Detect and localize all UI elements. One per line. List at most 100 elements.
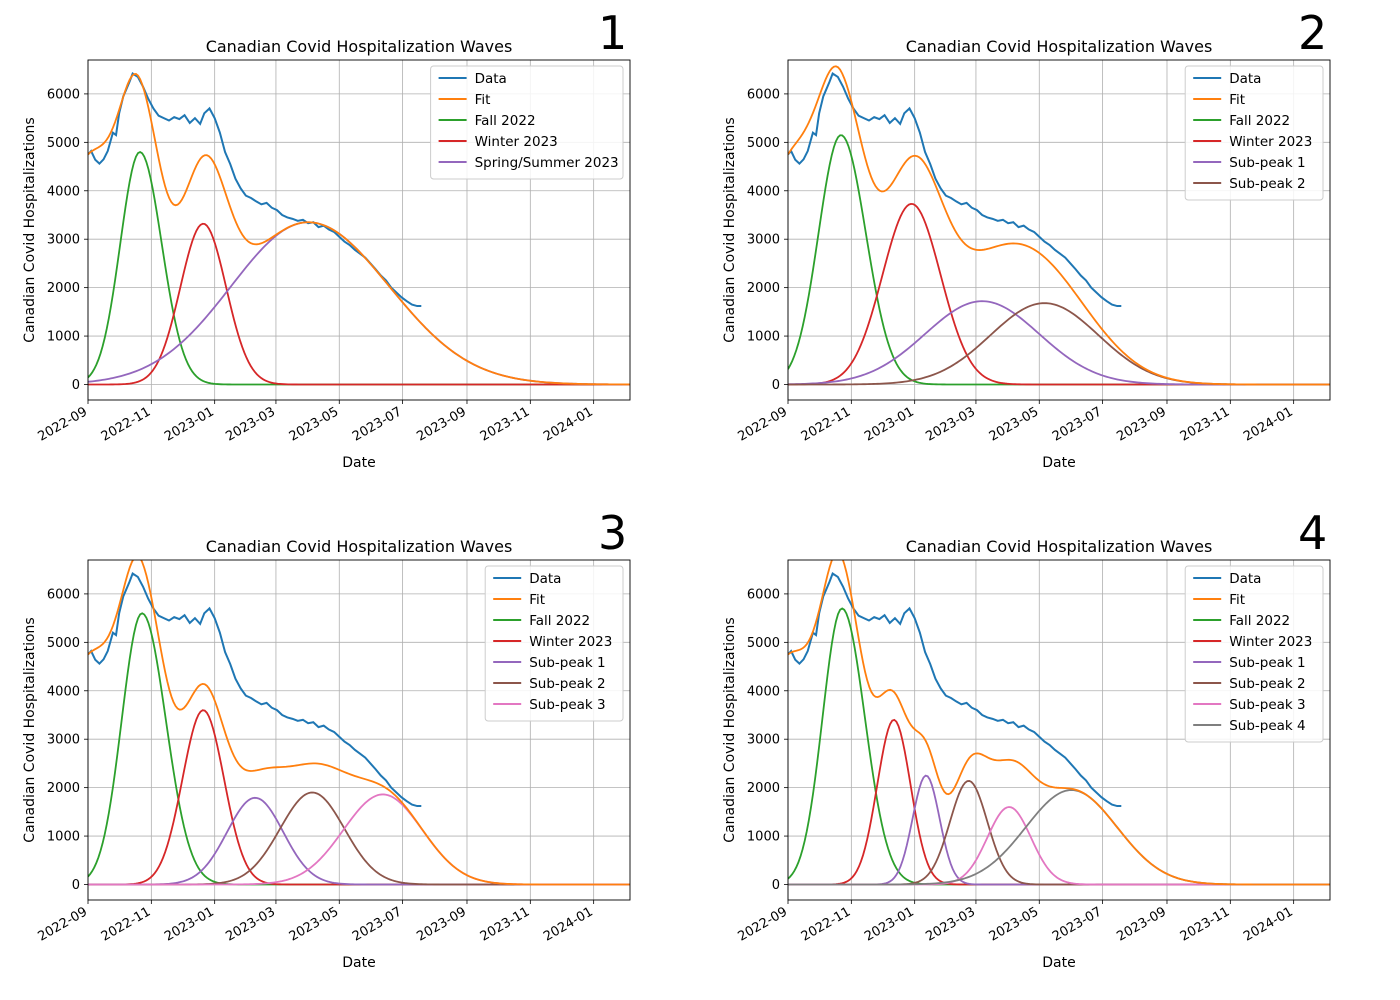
x-tick-label: 2022-11 (99, 904, 154, 944)
x-axis-label: Date (342, 955, 375, 971)
y-tick-label: 2000 (747, 781, 780, 796)
legend-label-fall-2022: Fall 2022 (529, 613, 590, 629)
x-tick-label: 2023-05 (987, 404, 1042, 444)
legend: Data Fit Fall 2022 Winter 2023 Sub-peak 1 Sub… (1184, 565, 1324, 743)
series-fit (88, 560, 630, 886)
series-group (788, 65, 1330, 386)
series-group (88, 72, 630, 386)
x-tick-label: 2023-11 (478, 404, 533, 444)
x-tick-label: 2022-09 (735, 904, 790, 944)
axes-frame (787, 59, 1331, 401)
series-fit (788, 560, 1330, 886)
x-axis-label: Date (342, 455, 375, 471)
chart-3-svg: 2022-09 2022-11 2023-01 2023-03 2023-05 2023-… (22, 537, 631, 971)
y-axis-label: Canadian Covid Hospitalizations (722, 617, 738, 842)
legend-label-fit: Fit (1229, 92, 1245, 108)
x-tick-label: 2024-01 (541, 404, 596, 444)
legend: Data Fit Fall 2022 Winter 2023 Spring/Summer… (430, 65, 624, 180)
y-tick-label: 2000 (747, 281, 780, 296)
y-tick-label: 2000 (47, 281, 80, 296)
series-data (788, 572, 1122, 808)
legend-box (1184, 565, 1324, 743)
legend-label-spring-summer-2023: Spring/Summer 2023 (475, 155, 619, 171)
legend: Data Fit Fall 2022 Winter 2023 Sub-peak 1 Sub… (1184, 65, 1324, 201)
chart-title: Canadian Covid Hospitalization Waves (206, 537, 513, 556)
x-tick-label: 2023-03 (923, 904, 978, 944)
y-tick-label: 3000 (747, 733, 780, 748)
y-axis-label: Canadian Covid Hospitalizations (722, 117, 738, 342)
chart-title: Canadian Covid Hospitalization Waves (906, 537, 1213, 556)
y-tick-label: 5000 (747, 136, 780, 151)
series-sub-peak-4 (788, 789, 1330, 886)
x-tick-label: 2024-01 (1241, 904, 1296, 944)
legend-label-sub-peak-1: Sub-peak 1 (1229, 655, 1305, 671)
legend-label-data: Data (1229, 571, 1261, 587)
y-tick-label: 6000 (747, 587, 780, 602)
legend-label-winter-2023: Winter 2023 (1229, 134, 1312, 150)
x-tick-label: 2024-01 (541, 904, 596, 944)
legend-label-sub-peak-1: Sub-peak 1 (529, 655, 605, 671)
x-tick-label: 2023-09 (1114, 404, 1169, 444)
series-winter-2023 (88, 709, 630, 886)
y-tick-label: 4000 (747, 184, 780, 199)
legend-label-fit: Fit (475, 92, 491, 108)
legend-label-fit: Fit (529, 592, 545, 608)
series-data (88, 572, 422, 808)
axes-frame (87, 559, 631, 901)
chart-panel-4: 2022-09 2022-11 2023-01 2023-03 2023-05 2023-… (700, 500, 1400, 1000)
series-spring-summer-2023 (88, 221, 630, 386)
x-axis-label: Date (1042, 955, 1075, 971)
legend-label-winter-2023: Winter 2023 (529, 634, 612, 650)
legend-label-sub-peak-2: Sub-peak 2 (529, 676, 605, 692)
chart-4-svg: 2022-09 2022-11 2023-01 2023-03 2023-05 2023-… (722, 537, 1331, 971)
chart-title: Canadian Covid Hospitalization Waves (206, 37, 513, 56)
y-tick-label: 3000 (47, 733, 80, 748)
x-tick-label: 2022-09 (35, 404, 90, 444)
y-tick-label: 6000 (47, 87, 80, 102)
y-axis-label: Canadian Covid Hospitalizations (22, 617, 38, 842)
x-tick-label: 2024-01 (1241, 404, 1296, 444)
y-tick-label: 3000 (747, 233, 780, 248)
series-group (788, 560, 1330, 886)
series-winter-2023 (88, 222, 630, 386)
x-tick-label: 2022-11 (799, 904, 854, 944)
x-tick-label: 2023-07 (350, 404, 405, 444)
legend-label-sub-peak-4: Sub-peak 4 (1229, 718, 1305, 734)
x-tick-label: 2023-07 (1050, 404, 1105, 444)
legend-label-sub-peak-1: Sub-peak 1 (1229, 155, 1305, 171)
legend-label-sub-peak-2: Sub-peak 2 (1229, 176, 1305, 192)
x-tick-label: 2023-03 (223, 904, 278, 944)
legend-label-winter-2023: Winter 2023 (1229, 634, 1312, 650)
legend-label-winter-2023: Winter 2023 (475, 134, 558, 150)
y-tick-label: 3000 (47, 233, 80, 248)
x-tick-label: 2023-01 (862, 904, 917, 944)
legend-label-sub-peak-3: Sub-peak 3 (529, 697, 605, 713)
x-tick-label: 2023-05 (987, 904, 1042, 944)
legend-label-data: Data (1229, 71, 1261, 87)
y-tick-label: 0 (772, 878, 780, 893)
series-data (788, 72, 1122, 308)
series-winter-2023 (788, 202, 1330, 386)
x-axis-label: Date (1042, 455, 1075, 471)
y-tick-label: 4000 (747, 684, 780, 699)
legend-label-fit: Fit (1229, 592, 1245, 608)
series-fit (788, 65, 1330, 386)
x-tick-label: 2023-03 (923, 404, 978, 444)
x-tick-label: 2023-09 (1114, 904, 1169, 944)
x-tick-label: 2023-11 (478, 904, 533, 944)
legend-box (430, 65, 624, 180)
y-tick-label: 6000 (47, 587, 80, 602)
series-sub-peak-3 (788, 806, 1330, 886)
chart-2-svg: 2022-09 2022-11 2023-01 2023-03 2023-05 2023-… (722, 37, 1331, 471)
y-tick-label: 4000 (47, 684, 80, 699)
x-tick-label: 2022-11 (99, 404, 154, 444)
x-tick-label: 2023-09 (414, 404, 469, 444)
series-fall-2022 (88, 151, 630, 386)
series-data (88, 72, 422, 308)
chart-panel-2: 2022-09 2022-11 2023-01 2023-03 2023-05 2023-… (700, 0, 1400, 500)
y-axis-label: Canadian Covid Hospitalizations (22, 117, 38, 342)
series-fit (88, 73, 630, 386)
x-tick-label: 2022-09 (735, 404, 790, 444)
y-tick-label: 2000 (47, 781, 80, 796)
legend-label-data: Data (529, 571, 561, 587)
